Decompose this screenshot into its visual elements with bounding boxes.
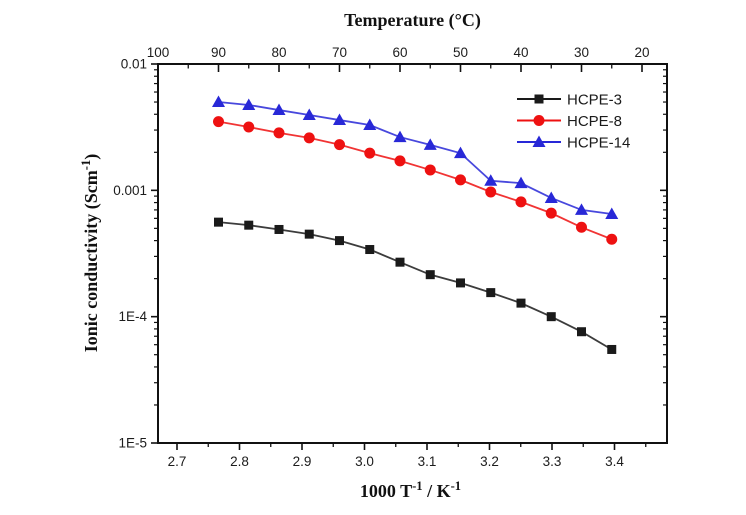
bottom-axis-tick-label: 3.2 [480,454,499,469]
bottom-axis-tick-label: 2.8 [230,454,249,469]
legend-label: HCPE-14 [567,135,630,152]
top-axis-tick-label: 80 [271,45,286,60]
top-axis-title: Temperature (°C) [344,10,481,31]
legend-item-hcpe-14: HCPE-14 [517,135,630,152]
legend-label: HCPE-3 [567,92,622,109]
legend: HCPE-3 HCPE-8 HCPE-14 [517,92,630,152]
top-axis-tick-label: 70 [332,45,347,60]
left-axis-tick-label: 1E-5 [118,436,147,451]
legend-item-hcpe-3: HCPE-3 [517,92,622,109]
series-hcpe-14 [212,95,619,219]
left-axis-title: Ionic conductivity (Scm-1) [79,154,102,353]
bottom-axis-tick-label: 2.9 [293,454,312,469]
top-axis-tick-label: 90 [211,45,226,60]
bottom-axis-tick-label: 3.0 [355,454,374,469]
left-axis: 0.01 0.001 1E-4 1E-5 Ionic conductivity (Scm… [79,57,158,451]
right-axis [660,63,667,444]
bottom-axis-tick-label: 2.7 [168,454,187,469]
bottom-axis-tick-label: 3.3 [543,454,562,469]
bottom-axis-title: 1000 T-1 / K-1 [360,479,461,501]
top-axis-tick-label: 20 [634,45,649,60]
top-axis-tick-label: 40 [513,45,528,60]
bottom-axis-tick-label: 3.4 [605,454,624,469]
series-hcpe-3 [214,217,617,354]
left-axis-tick-label: 0.001 [113,183,147,198]
top-axis-tick-label: 60 [392,45,407,60]
top-axis-tick-label: 30 [574,45,589,60]
top-axis-tick-label: 50 [453,45,468,60]
plot-frame [157,63,668,444]
left-axis-tick-label: 0.01 [121,57,147,72]
left-axis-tick-label: 1E-4 [118,309,147,324]
bottom-axis: 2.7 2.8 2.9 3.0 3.1 3.2 3.3 3.4 1000 T-1 / K-1 [168,443,647,501]
series-hcpe-8 [213,116,618,245]
legend-label: HCPE-8 [567,113,622,130]
top-axis-tick-label: 100 [147,45,170,60]
bottom-axis-tick-label: 3.1 [418,454,437,469]
legend-item-hcpe-8: HCPE-8 [517,113,622,130]
top-axis: 100 90 80 70 60 50 40 30 20 Temperature (°C) [147,10,650,72]
